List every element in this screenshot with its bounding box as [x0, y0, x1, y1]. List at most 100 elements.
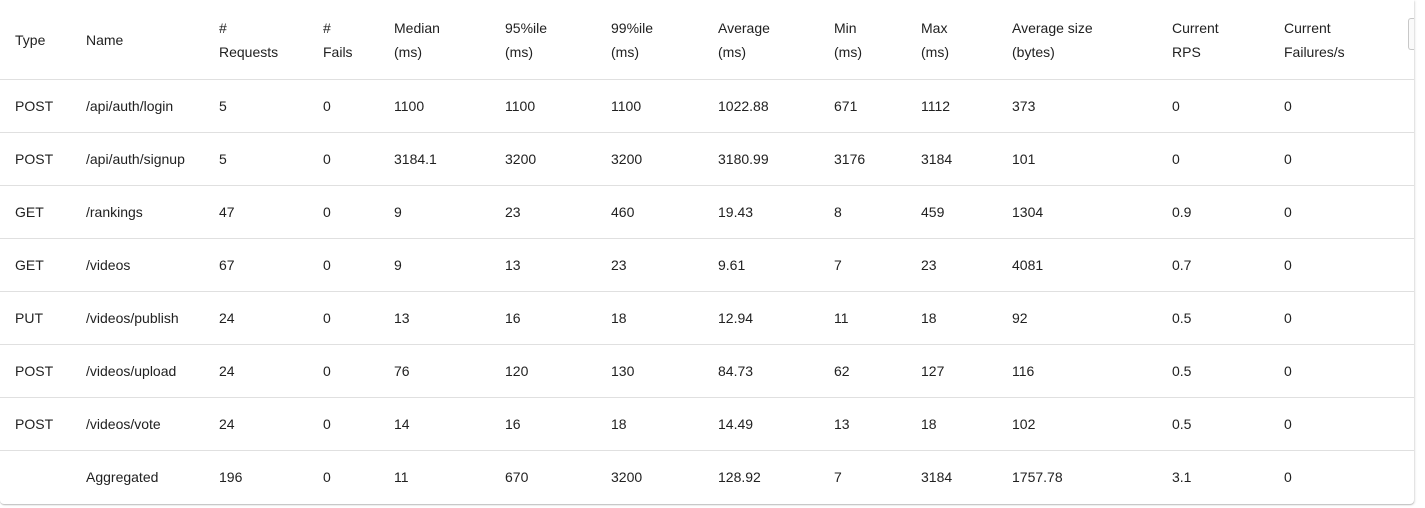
cell-value: 460	[611, 204, 635, 220]
cell-value: 13	[394, 310, 410, 326]
column-header-current-rps[interactable]: Current RPS	[1157, 0, 1269, 80]
cell-median: 1100	[379, 79, 490, 133]
cell-value: 47	[219, 204, 235, 220]
column-header-label: Type	[15, 31, 46, 48]
cell-name: Aggregated	[71, 451, 204, 504]
cell-avg-size: 102	[997, 397, 1157, 451]
cell-value: 23	[611, 257, 627, 273]
cell-value: 14.49	[718, 416, 754, 432]
table-row: PUT/videos/publish 24 0 13 16 18 12.94 11 18 92 0.…	[0, 291, 1414, 345]
cell-max: 3184	[906, 451, 997, 504]
cell-value: 9	[394, 204, 402, 220]
column-header-name[interactable]: Name	[71, 0, 204, 80]
cell-name: /api/auth/signup	[71, 132, 204, 186]
cell-value: 16	[505, 310, 521, 326]
cell-current-rps: 0.5	[1157, 291, 1269, 345]
column-header-median[interactable]: Median (ms)	[379, 0, 490, 80]
cell-value: 92	[1012, 310, 1028, 326]
cell-value: 3.1	[1172, 469, 1192, 485]
cell-max: 3184	[906, 132, 997, 186]
cell-name: /api/auth/login	[71, 79, 204, 133]
cell-value: 0	[323, 310, 331, 326]
cell-type: POST	[0, 397, 71, 451]
cell-requests: 47	[204, 185, 308, 239]
cell-median: 11	[379, 451, 490, 504]
column-header-max[interactable]: Max (ms)	[906, 0, 997, 80]
cell-value: 24	[219, 416, 235, 432]
cell-p99: 3200	[596, 132, 703, 186]
cell-value: /api/auth/signup	[86, 151, 185, 167]
cell-value: 0	[1284, 363, 1292, 379]
cell-current-failures: 0	[1269, 344, 1414, 398]
cell-current-failures: 0	[1269, 238, 1414, 292]
cell-value: 12.94	[718, 310, 754, 326]
column-header-sublabel: RPS	[1172, 43, 1201, 60]
cell-value: 0	[1284, 469, 1292, 485]
cell-value: 23	[921, 257, 937, 273]
cell-value: 3184	[921, 469, 953, 485]
cell-median: 9	[379, 238, 490, 292]
cell-value: 0.9	[1172, 204, 1192, 220]
column-header-average[interactable]: Average (ms)	[703, 0, 819, 80]
cell-value: 0	[323, 204, 331, 220]
cell-p99: 1100	[596, 79, 703, 133]
cell-p99: 460	[596, 185, 703, 239]
cell-median: 76	[379, 344, 490, 398]
column-header-label: Average size	[1012, 19, 1093, 36]
column-header-label: 99%ile	[611, 19, 654, 36]
cell-name: /videos/upload	[71, 344, 204, 398]
column-header-sublabel: (bytes)	[1012, 43, 1055, 60]
cell-value: 9.61	[718, 257, 746, 273]
cell-current-rps: 0	[1157, 79, 1269, 133]
cell-value: 0.5	[1172, 310, 1192, 326]
aggregated-row: Aggregated 196 0 11 670 3200 128.92 7 3184 1757.7…	[0, 451, 1414, 504]
cell-current-rps: 0.9	[1157, 185, 1269, 239]
cell-value: 13	[834, 416, 850, 432]
cell-value: 116	[1012, 363, 1035, 379]
cell-type: GET	[0, 185, 71, 239]
column-header-current-failures[interactable]: Current Failures/s	[1269, 0, 1414, 80]
cell-value: POST	[15, 98, 54, 114]
column-header-label: Current	[1284, 19, 1331, 36]
cell-value: 16	[505, 416, 521, 432]
column-header-sublabel: (ms)	[718, 43, 746, 60]
column-header-requests[interactable]: # Requests	[204, 0, 308, 80]
cell-type: POST	[0, 79, 71, 133]
cell-value: 3184.1	[394, 151, 437, 167]
cell-avg-size: 1757.78	[997, 451, 1157, 504]
cell-requests: 24	[204, 397, 308, 451]
cell-value: 1022.88	[718, 98, 769, 114]
cell-value: 13	[505, 257, 521, 273]
cell-current-rps: 0.5	[1157, 344, 1269, 398]
cell-average: 3180.99	[703, 132, 819, 186]
cell-value: 120	[505, 363, 529, 379]
cell-value: 62	[834, 363, 850, 379]
cell-requests: 67	[204, 238, 308, 292]
cell-value: 8	[834, 204, 842, 220]
cell-fails: 0	[308, 79, 379, 133]
column-header-avg-size[interactable]: Average size (bytes)	[997, 0, 1157, 80]
cell-p95: 3200	[490, 132, 596, 186]
column-header-label: Min	[834, 19, 857, 36]
column-header-p99[interactable]: 99%ile (ms)	[596, 0, 703, 80]
scrollbar-edge[interactable]	[1408, 18, 1414, 50]
table-row: POST/videos/upload 24 0 76 120 130 84.73 62 127 1…	[0, 344, 1414, 398]
column-header-label: Average	[718, 19, 770, 36]
cell-average: 19.43	[703, 185, 819, 239]
column-header-sublabel: (ms)	[921, 43, 949, 60]
cell-value: 18	[611, 310, 627, 326]
cell-median: 13	[379, 291, 490, 345]
cell-min: 11	[819, 291, 906, 345]
cell-max: 127	[906, 344, 997, 398]
column-header-fails[interactable]: # Fails	[308, 0, 379, 80]
table-row: POST/videos/vote 24 0 14 16 18 14.49 13 18 102 0.5…	[0, 397, 1414, 451]
cell-value: 7	[834, 469, 842, 485]
cell-value: 3200	[505, 151, 537, 167]
cell-min: 13	[819, 397, 906, 451]
column-header-p95[interactable]: 95%ile (ms)	[490, 0, 596, 80]
column-header-min[interactable]: Min (ms)	[819, 0, 906, 80]
cell-value: 1100	[611, 98, 642, 114]
column-header-type[interactable]: Type	[0, 0, 71, 80]
cell-value: 0	[1284, 98, 1292, 114]
cell-avg-size: 116	[997, 344, 1157, 398]
